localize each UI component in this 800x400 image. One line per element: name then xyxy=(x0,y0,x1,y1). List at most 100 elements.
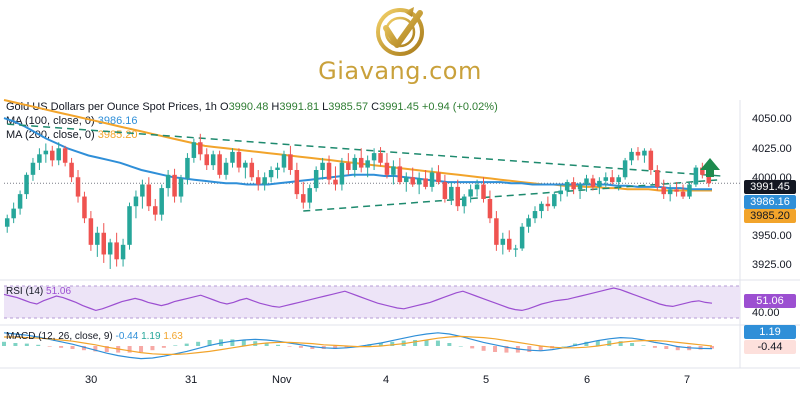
candle-body xyxy=(153,206,158,215)
macd-histogram-bar xyxy=(333,346,338,349)
candle-body xyxy=(603,177,609,181)
candle-body xyxy=(609,177,615,183)
macd-histogram-bar xyxy=(413,340,418,346)
candle-body xyxy=(487,198,493,219)
open-value: 3990.48 xyxy=(228,101,269,113)
candle-body xyxy=(365,160,370,168)
candle-body xyxy=(423,178,428,187)
candle-body xyxy=(56,148,61,161)
rsi-line xyxy=(3,287,713,312)
macd-histogram-bar xyxy=(447,343,452,346)
candle-body xyxy=(629,151,634,161)
candle-body xyxy=(680,191,686,197)
ma200-line xyxy=(3,99,712,192)
macd-value-2: 1.19 xyxy=(141,331,161,342)
x-tick-7: 7 xyxy=(684,374,691,386)
candle-body xyxy=(590,178,596,187)
candle-body xyxy=(88,218,94,245)
ma100-badge: 3986.16 xyxy=(744,195,796,209)
candle-body xyxy=(519,226,525,249)
candle-body xyxy=(288,154,293,170)
chart-title: Gold US Dollars per Ounce Spot Prices, 1… xyxy=(6,101,217,113)
candle-body xyxy=(178,178,184,197)
macd-legend[interactable]: MACD (12, 26, close, 9) -0.44 1.19 1.63 xyxy=(6,331,183,342)
candle-body xyxy=(461,196,467,207)
macd-histogram-bar xyxy=(104,346,109,352)
close-value: 3991.45 xyxy=(379,101,419,113)
site-name: Giavang.com xyxy=(318,57,482,85)
macd-histogram-bar xyxy=(527,346,532,352)
macd-histogram-bar xyxy=(664,346,669,349)
macd-histogram-bar xyxy=(310,346,315,349)
candle-body xyxy=(532,211,538,219)
price-badge: 3991.45 xyxy=(744,180,796,194)
macd-histogram-bar xyxy=(652,346,657,348)
logo-mark-icon xyxy=(376,7,424,56)
macd-histogram-bar xyxy=(458,346,463,347)
macd-value-1: -0.44 xyxy=(115,331,139,342)
macd-histogram-bar xyxy=(630,343,635,346)
macd-histogram-bar xyxy=(493,346,498,352)
rsi-badge: 51.06 xyxy=(744,294,796,308)
candle-body xyxy=(107,242,113,255)
macd-histogram-bar xyxy=(584,341,589,346)
candle-body xyxy=(17,194,23,209)
candle-body xyxy=(249,162,255,178)
macd-histogram-bar xyxy=(184,343,189,346)
macd-histogram-bar xyxy=(207,340,212,346)
macd-histogram-bar xyxy=(47,346,52,347)
candle-body xyxy=(442,182,448,199)
candle-body xyxy=(429,172,435,187)
change-value: +0.94 (+0.02%) xyxy=(421,101,498,113)
candle-body xyxy=(75,177,81,197)
y-tick-4050: 4050.00 xyxy=(752,113,792,125)
candle-body xyxy=(616,177,621,183)
candle-body xyxy=(339,162,345,185)
candle-body xyxy=(648,150,654,170)
candle-body xyxy=(43,150,49,155)
rsi-band xyxy=(4,286,740,318)
x-tick-5: 5 xyxy=(483,374,490,386)
candle-body xyxy=(584,178,589,185)
macd-histogram-bar xyxy=(241,340,246,346)
macd-histogram-bar xyxy=(196,341,201,346)
macd-histogram-bar xyxy=(595,340,600,346)
candle-body xyxy=(133,196,139,207)
candle-body xyxy=(294,170,300,195)
x-tick-4: 4 xyxy=(383,374,390,386)
candle-body xyxy=(474,184,480,190)
candle-body xyxy=(693,167,699,185)
macd-pos-badge: 1.19 xyxy=(744,325,796,339)
candle-body xyxy=(210,154,216,166)
candle-body xyxy=(50,150,55,161)
candle-body xyxy=(642,150,647,156)
y-tick-3950: 3950.00 xyxy=(752,230,792,242)
candle-body xyxy=(481,184,486,199)
macd-histogram-bar xyxy=(13,343,18,346)
candle-body xyxy=(687,184,692,197)
candle-body xyxy=(635,151,641,156)
candle-body xyxy=(558,190,563,195)
candle-body xyxy=(191,142,197,158)
macd-histogram-bar xyxy=(264,343,269,346)
candle-body xyxy=(307,188,312,203)
candle-body xyxy=(397,166,403,183)
rsi-legend[interactable]: RSI (14) 51.06 xyxy=(6,286,72,297)
candle-body xyxy=(101,232,107,255)
candle-body xyxy=(95,232,100,245)
candle-body xyxy=(255,177,261,185)
candle-body xyxy=(326,162,332,180)
macd-histogram-bar xyxy=(675,346,680,351)
macd-histogram-bar xyxy=(93,346,98,352)
candle-body xyxy=(358,157,364,168)
macd-histogram-bar xyxy=(230,339,235,346)
macd-histogram-bar xyxy=(561,346,566,347)
candle-body xyxy=(410,177,415,185)
macd-histogram-bar xyxy=(344,346,349,348)
ma200-badge: 3985.20 xyxy=(744,209,796,223)
macd-histogram-bar xyxy=(710,346,714,349)
x-tick-nov: Nov xyxy=(272,374,292,386)
candle-body xyxy=(577,184,583,190)
